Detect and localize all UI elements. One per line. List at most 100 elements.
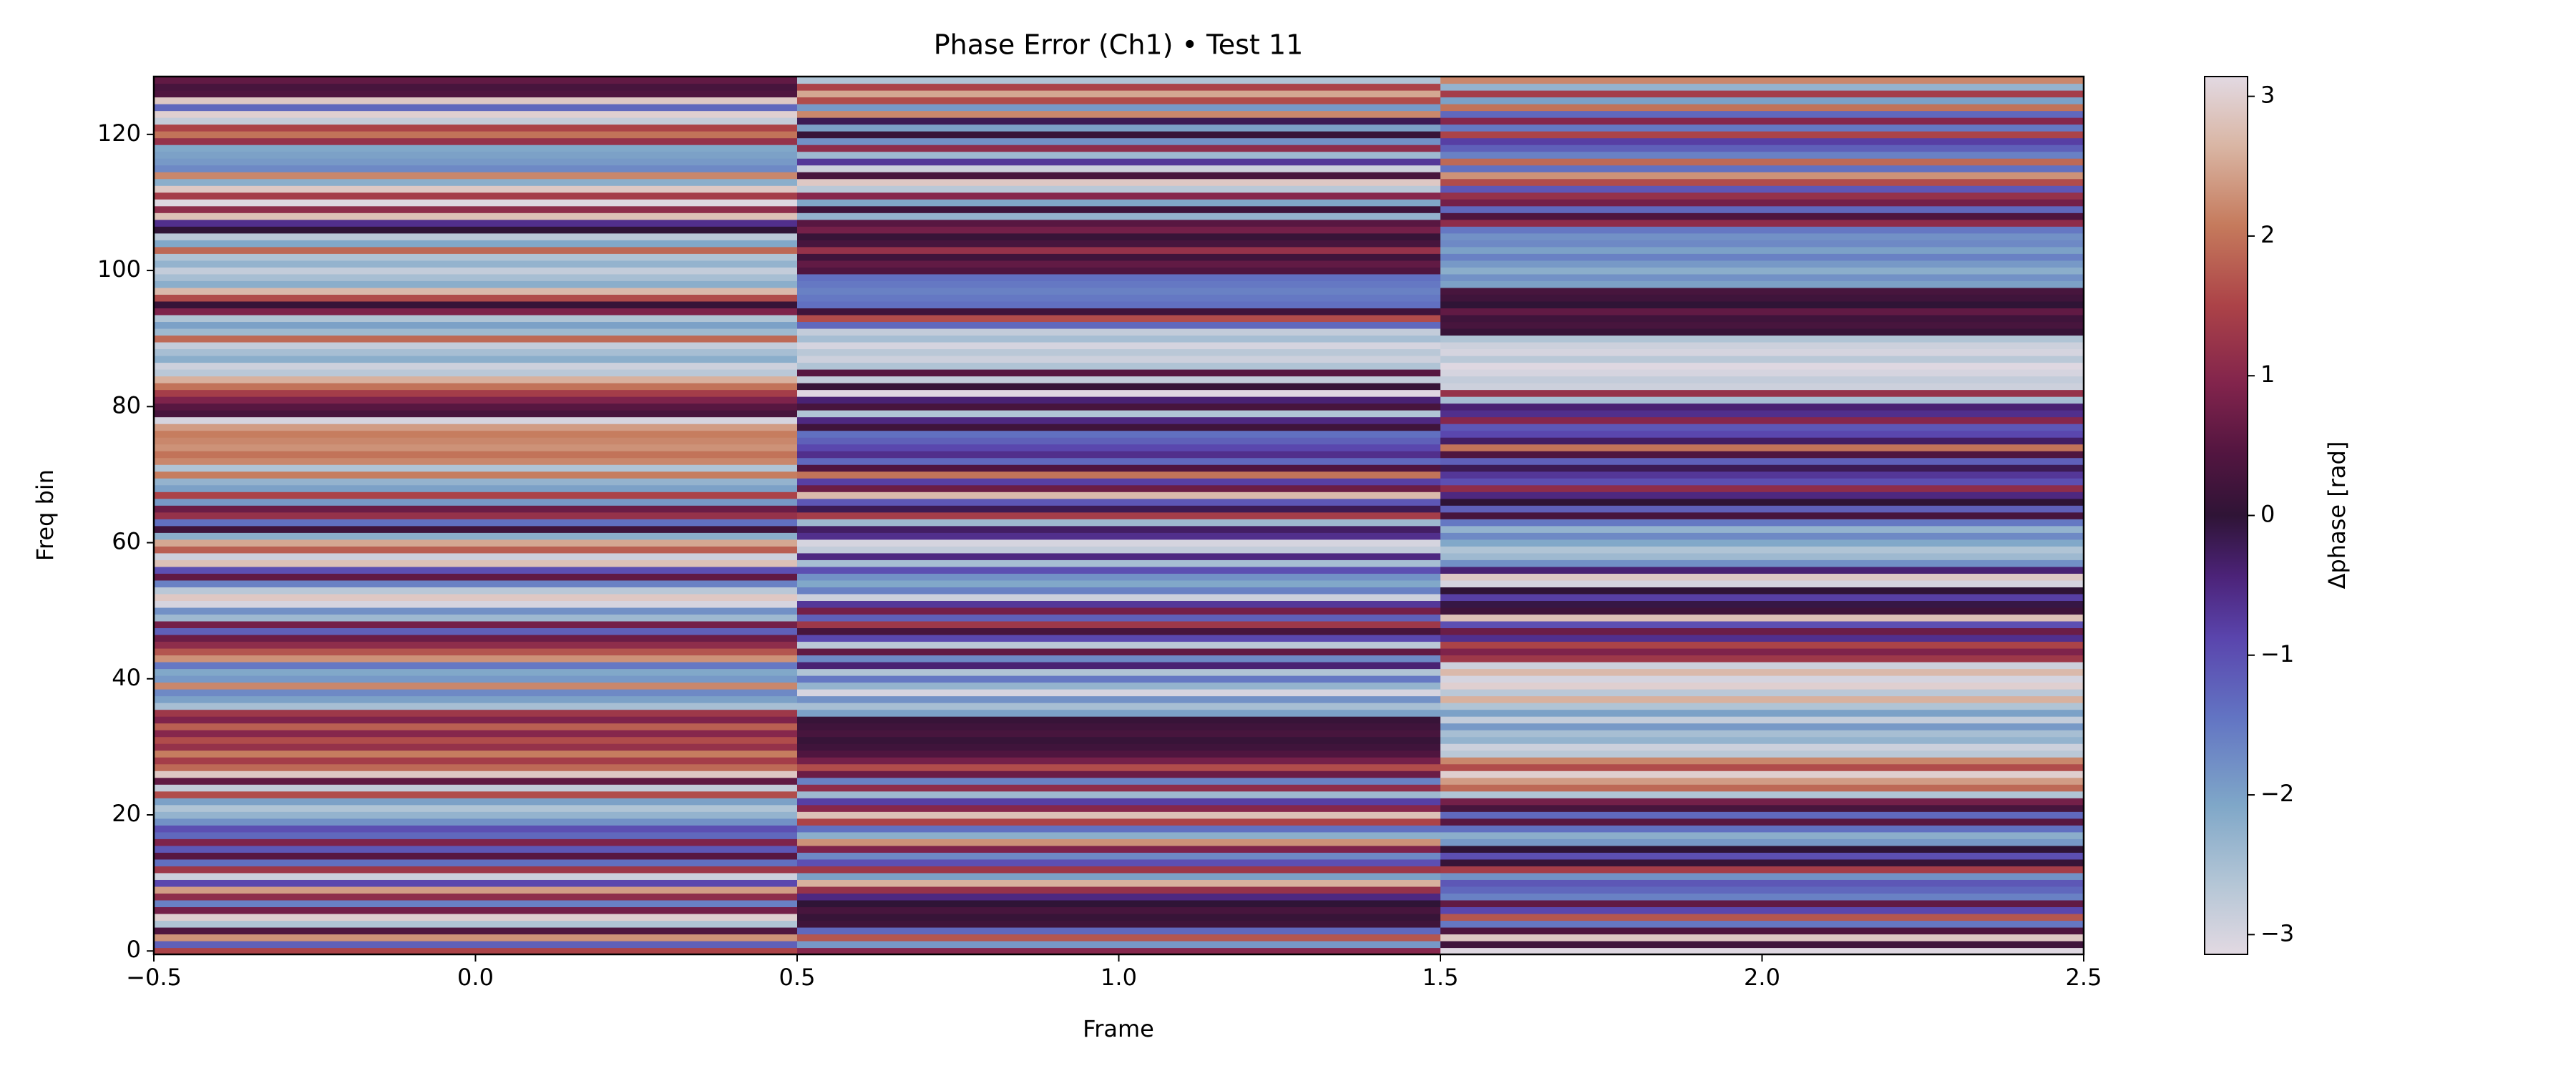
- chart-title: Phase Error (Ch1) • Test 11: [934, 29, 1304, 61]
- heatmap-cell: [154, 872, 798, 880]
- heatmap-cell: [797, 893, 1441, 901]
- heatmap-cell: [154, 655, 798, 662]
- heatmap-cell: [797, 798, 1441, 806]
- x-tick-label: 0.5: [779, 964, 816, 991]
- heatmap-cell: [154, 90, 798, 98]
- heatmap-cell: [1440, 771, 2084, 778]
- heatmap-cell: [797, 723, 1441, 730]
- heatmap-cell: [154, 579, 798, 587]
- heatmap-cell: [797, 376, 1441, 383]
- heatmap-cell: [797, 920, 1441, 928]
- heatmap-cell: [797, 124, 1441, 132]
- heatmap-cell: [1440, 498, 2084, 506]
- heatmap-cell: [1440, 675, 2084, 683]
- heatmap-cell: [1440, 647, 2084, 656]
- heatmap-cell: [797, 539, 1441, 547]
- heatmap-cell: [797, 498, 1441, 506]
- heatmap-cell: [154, 934, 798, 942]
- heatmap-cell: [154, 280, 798, 288]
- heatmap-cell: [154, 416, 798, 424]
- heatmap-cell: [797, 158, 1441, 166]
- heatmap-cell: [797, 226, 1441, 234]
- heatmap-cell: [797, 519, 1441, 527]
- heatmap-cell: [154, 893, 798, 901]
- heatmap-cell: [797, 471, 1441, 479]
- heatmap-cell: [797, 675, 1441, 683]
- x-tick-label: 0.0: [457, 964, 494, 991]
- heatmap-cell: [1440, 185, 2084, 193]
- heatmap-cell: [154, 620, 798, 629]
- heatmap-cell: [154, 457, 798, 465]
- y-axis-label: Freq bin: [31, 469, 59, 561]
- heatmap-cell: [1440, 267, 2084, 275]
- heatmap-cell: [797, 730, 1441, 738]
- heatmap-cell: [797, 383, 1441, 391]
- heatmap-cell: [1440, 151, 2084, 159]
- heatmap-cell: [797, 137, 1441, 145]
- heatmap-cell: [1440, 389, 2084, 397]
- heatmap-cell: [154, 383, 798, 391]
- heatmap-cell: [1440, 703, 2084, 710]
- heatmap-cell: [1440, 716, 2084, 724]
- heatmap-cell: [797, 451, 1441, 459]
- heatmap-cell: [154, 668, 798, 676]
- heatmap-cell: [797, 872, 1441, 880]
- colorbar-tick-label: −2: [2260, 780, 2294, 807]
- heatmap-cell: [797, 579, 1441, 587]
- heatmap-cell: [797, 444, 1441, 451]
- heatmap-cell: [154, 818, 798, 826]
- heatmap-cell: [797, 791, 1441, 798]
- heatmap-cell: [1440, 348, 2084, 356]
- heatmap-cell: [154, 104, 798, 112]
- heatmap-cell: [1440, 328, 2084, 336]
- heatmap-cell: [154, 430, 798, 438]
- heatmap-cell: [797, 703, 1441, 710]
- heatmap-cell: [1440, 219, 2084, 227]
- heatmap-cell: [797, 430, 1441, 438]
- heatmap-cell: [1440, 655, 2084, 662]
- heatmap-cell: [154, 859, 798, 866]
- heatmap-cell: [797, 655, 1441, 662]
- y-tick-label: 0: [127, 936, 141, 963]
- colorbar-tick-label: 3: [2260, 82, 2275, 109]
- heatmap-cell: [1440, 825, 2084, 833]
- colorbar-tick-label: 1: [2260, 361, 2275, 388]
- heatmap-cell: [154, 804, 798, 812]
- heatmap-cell: [797, 736, 1441, 744]
- heatmap-cell: [154, 246, 798, 254]
- heatmap-cell: [154, 940, 798, 949]
- heatmap-cell: [154, 117, 798, 125]
- heatmap-cell: [154, 424, 798, 431]
- heatmap-cell: [797, 804, 1441, 812]
- heatmap-cell: [154, 185, 798, 193]
- heatmap-cell: [797, 491, 1441, 499]
- heatmap-cell: [797, 178, 1441, 186]
- heatmap-cell: [154, 484, 798, 492]
- heatmap-cell: [154, 899, 798, 908]
- heatmap-cell: [154, 709, 798, 717]
- heatmap-cell: [154, 845, 798, 853]
- heatmap-cell: [797, 899, 1441, 908]
- heatmap-cell: [797, 593, 1441, 601]
- heatmap-cell: [1440, 519, 2084, 527]
- heatmap-cell: [797, 410, 1441, 418]
- heatmap-cell: [797, 260, 1441, 268]
- heatmap-cell: [797, 716, 1441, 724]
- heatmap-cell: [797, 478, 1441, 486]
- heatmap-cell: [797, 97, 1441, 104]
- heatmap-cell: [1440, 634, 2084, 642]
- heatmap-cell: [797, 233, 1441, 240]
- heatmap-cell: [797, 484, 1441, 492]
- heatmap-cell: [797, 185, 1441, 193]
- x-tick-label: −0.5: [126, 964, 182, 991]
- heatmap-cell: [797, 662, 1441, 670]
- heatmap-cell: [1440, 886, 2084, 894]
- heatmap-cell: [1440, 736, 2084, 744]
- heatmap-cell: [154, 219, 798, 227]
- heatmap-cell: [154, 348, 798, 356]
- heatmap-cell: [1440, 287, 2084, 295]
- heatmap-cell: [1440, 240, 2084, 248]
- heatmap-cell: [1440, 934, 2084, 942]
- heatmap-cell: [797, 614, 1441, 622]
